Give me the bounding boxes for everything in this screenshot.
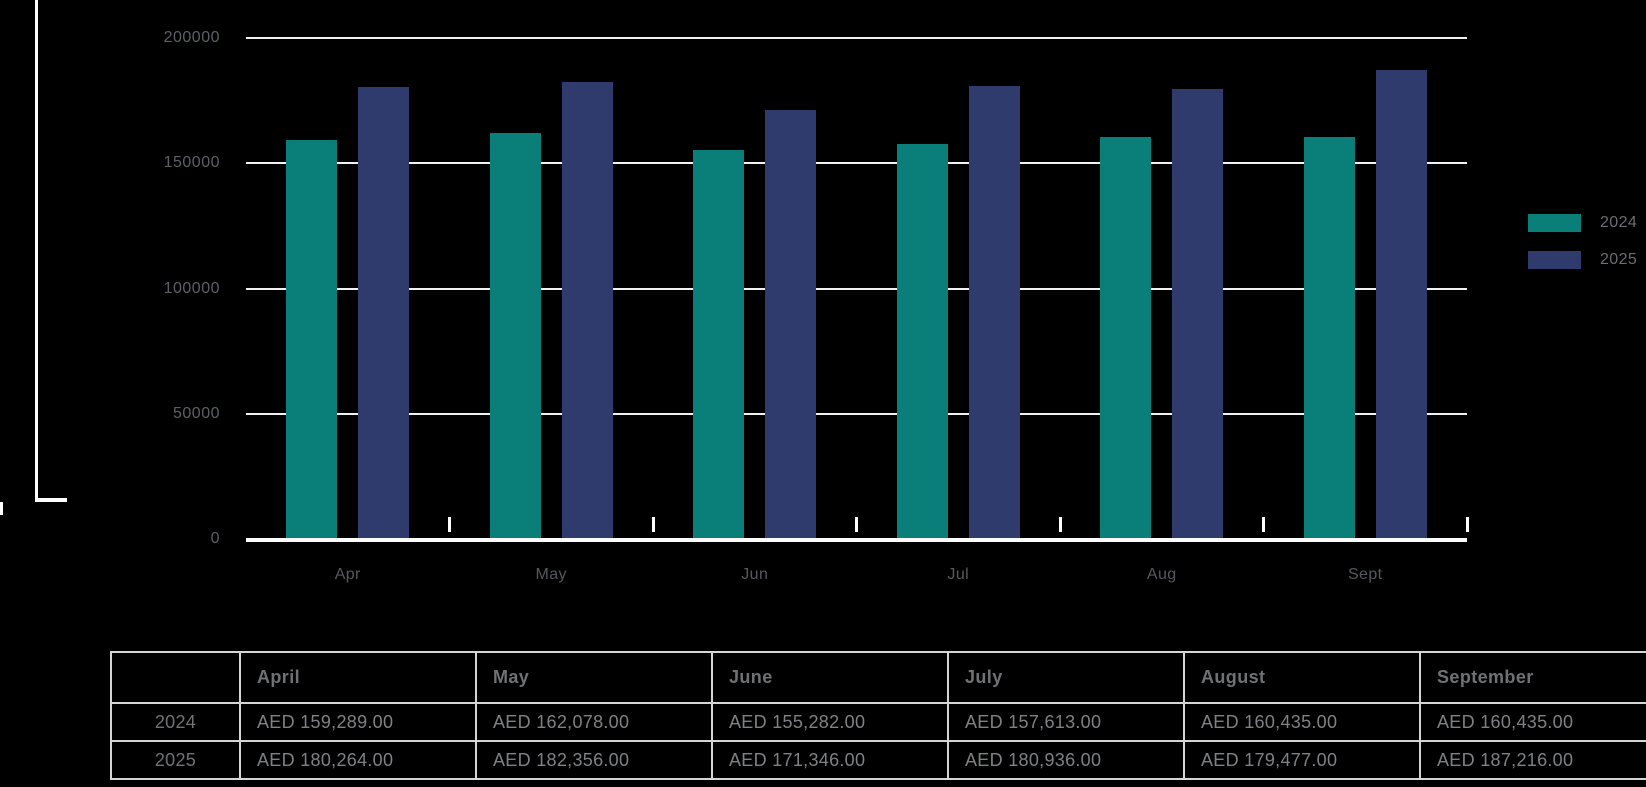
y-axis-tick-label: 200000 xyxy=(163,29,220,46)
table-row-2025: 2025 AED 180,264.00 AED 182,356.00 AED 171,… xyxy=(110,740,1646,780)
legend-swatch-2025 xyxy=(1528,251,1581,269)
y-axis-tick-label: 150000 xyxy=(163,154,220,172)
bar-2024-sept[interactable] xyxy=(1303,137,1355,539)
table-header-april: April xyxy=(239,651,477,704)
table-cell-2025-august: AED 179,477.00 xyxy=(1183,740,1421,780)
table-header-row: April May June July August September xyxy=(110,651,1646,704)
bar-2024-jun[interactable] xyxy=(693,150,745,539)
x-axis-tick-label: Apr xyxy=(334,566,361,583)
table-cell-2024-august: AED 160,435.00 xyxy=(1183,702,1421,742)
table-cell-2024-may: AED 162,078.00 xyxy=(475,702,713,742)
bar-2025-jun[interactable] xyxy=(765,110,817,539)
table-row-2024: 2024 AED 159,289.00 AED 162,078.00 AED 155,… xyxy=(110,702,1646,742)
table-cell-2024-july: AED 157,613.00 xyxy=(947,702,1185,742)
gridline xyxy=(246,287,1467,290)
x-axis-tick-label: Sept xyxy=(1347,566,1383,583)
category-group-sept xyxy=(1264,38,1468,539)
table-header-september: September xyxy=(1419,651,1646,704)
bar-2025-aug[interactable] xyxy=(1172,89,1224,539)
category-group-jul xyxy=(857,38,1061,539)
y-axis-tick-label: 50000 xyxy=(173,404,220,422)
legend-label: 2024 xyxy=(1600,214,1638,231)
table-cell-2024-june: AED 155,282.00 xyxy=(711,702,949,742)
x-axis-boundary-tick xyxy=(1262,517,1265,532)
table-cell-2025-september: AED 187,216.00 xyxy=(1419,740,1646,780)
bar-2024-aug[interactable] xyxy=(1100,137,1152,539)
category-group-jun xyxy=(653,38,857,539)
legend-item-2025[interactable]: 2025 xyxy=(1528,251,1637,269)
bar-2025-apr[interactable] xyxy=(358,87,410,539)
x-axis-tick-label: Jul xyxy=(947,566,970,583)
category-group-may xyxy=(450,38,654,539)
table-head: April May June July August September xyxy=(110,651,1646,704)
table-cell-2025-may: AED 182,356.00 xyxy=(475,740,713,780)
x-axis-tick-label: Aug xyxy=(1146,566,1177,583)
left-axis-bracket-horizontal xyxy=(35,498,67,502)
left-edge-tick xyxy=(0,502,3,515)
category-group-apr xyxy=(246,38,450,539)
chart-legend: 2024 2025 xyxy=(1528,214,1637,269)
table-header-july: July xyxy=(947,651,1185,704)
left-axis-bracket-vertical xyxy=(35,0,38,502)
legend-item-2024[interactable]: 2024 xyxy=(1528,214,1637,232)
legend-label: 2025 xyxy=(1600,251,1638,268)
table-cell-2025-april: AED 180,264.00 xyxy=(239,740,477,780)
bar-2025-jul[interactable] xyxy=(968,86,1020,539)
gridline xyxy=(246,37,1467,39)
table-cell-2024-april: AED 159,289.00 xyxy=(239,702,477,742)
bar-chart: 0 50000 100000 150000 200000 Apr May Jun Jul Aug… xyxy=(163,29,1469,583)
gridline xyxy=(246,412,1467,415)
data-table-wrap: April May June July August September 2024 AED … xyxy=(110,651,1646,780)
legend-swatch-2024 xyxy=(1528,214,1581,232)
x-axis-tick-label: May xyxy=(535,566,567,583)
x-axis-boundary-tick xyxy=(1058,517,1062,532)
bar-2024-apr[interactable] xyxy=(286,140,338,539)
table-body: 2024 AED 159,289.00 AED 162,078.00 AED 155,… xyxy=(110,702,1646,780)
bar-2025-sept[interactable] xyxy=(1375,70,1427,539)
table-header-august: August xyxy=(1183,651,1421,704)
gridline xyxy=(246,162,1467,165)
y-axis-tick-label: 100000 xyxy=(163,279,220,297)
x-axis-boundary-tick xyxy=(855,517,858,532)
row-label-2025: 2025 xyxy=(110,740,241,780)
table-cell-2025-july: AED 180,936.00 xyxy=(947,740,1185,780)
x-axis-boundary-tick xyxy=(448,517,451,532)
category-group-aug xyxy=(1060,38,1264,539)
table-cell-2024-september: AED 160,435.00 xyxy=(1419,702,1646,742)
x-axis-boundary-tick xyxy=(1465,517,1469,532)
x-axis-tick-label: Jun xyxy=(741,566,769,583)
table-cell-2025-june: AED 171,346.00 xyxy=(711,740,949,780)
x-axis-line xyxy=(246,538,1467,542)
table-header-may: May xyxy=(475,651,713,704)
x-axis-boundary-tick xyxy=(651,517,655,532)
bar-2024-may[interactable] xyxy=(489,133,541,539)
bar-2024-jul[interactable] xyxy=(896,144,948,539)
data-table: April May June July August September 2024 AED … xyxy=(110,651,1646,780)
row-label-2024: 2024 xyxy=(110,702,241,742)
y-axis-tick-label: 0 xyxy=(210,530,220,547)
table-header-june: June xyxy=(711,651,949,704)
bar-2025-may[interactable] xyxy=(561,82,613,539)
table-header-empty xyxy=(110,651,241,704)
